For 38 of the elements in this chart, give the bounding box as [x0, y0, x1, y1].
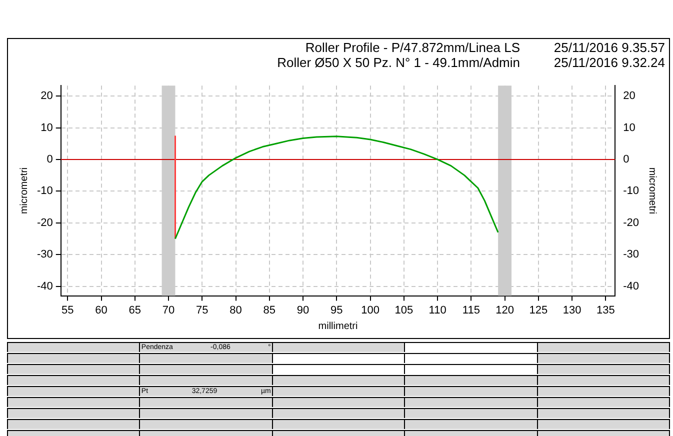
y2-tick-label: 20 [623, 90, 636, 102]
x-tick-label: 130 [562, 304, 582, 316]
x-tick-label: 70 [162, 304, 175, 316]
chart-subtitle: Roller Ø50 X 50 Pz. N° 1 - 49.1mm/Admin [276, 55, 520, 70]
chart-title: Roller Profile - P/47.872mm/Linea LS [304, 40, 520, 55]
x-tick-label: 65 [128, 304, 142, 316]
y-tick-label: 20 [40, 90, 53, 102]
y-tick-label: 10 [40, 122, 53, 134]
x-tick-label: 60 [95, 304, 108, 316]
x-tick-label: 100 [361, 304, 380, 316]
x-tick-label: 95 [330, 304, 343, 316]
text: 25/11/2016 9.35.57 [552, 40, 665, 55]
x-tick-label: 120 [496, 304, 514, 316]
y-tick-label: -30 [36, 248, 53, 261]
text: 25/11/2016 9.32.24 [552, 55, 665, 70]
x-tick-label: 105 [394, 304, 414, 316]
y2-tick-label: -10 [623, 185, 640, 198]
x-tick-label: 125 [529, 304, 548, 316]
y2-tick-label: -20 [623, 216, 640, 229]
y2-tick-label: 10 [623, 122, 636, 134]
y-tick-label: -40 [36, 280, 53, 292]
y-tick-label: 0 [46, 154, 53, 166]
y2-tick-label: 0 [623, 154, 630, 166]
y2-axis-title: micrometri [646, 167, 658, 214]
y-tick-label: -20 [36, 216, 53, 229]
x-tick-label: 75 [196, 304, 208, 316]
y2-tick-label: -30 [623, 248, 640, 261]
x-tick-label: 85 [263, 304, 276, 316]
x-axis-title: millimetri [318, 320, 358, 332]
x-tick-label: 135 [596, 304, 615, 316]
x-tick-label: 55 [62, 304, 74, 316]
x-tick-label: 80 [230, 304, 242, 316]
x-tick-label: 90 [296, 304, 310, 316]
x-tick-label: 110 [428, 304, 446, 316]
y2-tick-label: -40 [623, 280, 640, 292]
y-axis-title: micrometri [18, 167, 30, 214]
y-tick-label: -10 [36, 185, 53, 198]
x-tick-label: 115 [462, 304, 480, 316]
